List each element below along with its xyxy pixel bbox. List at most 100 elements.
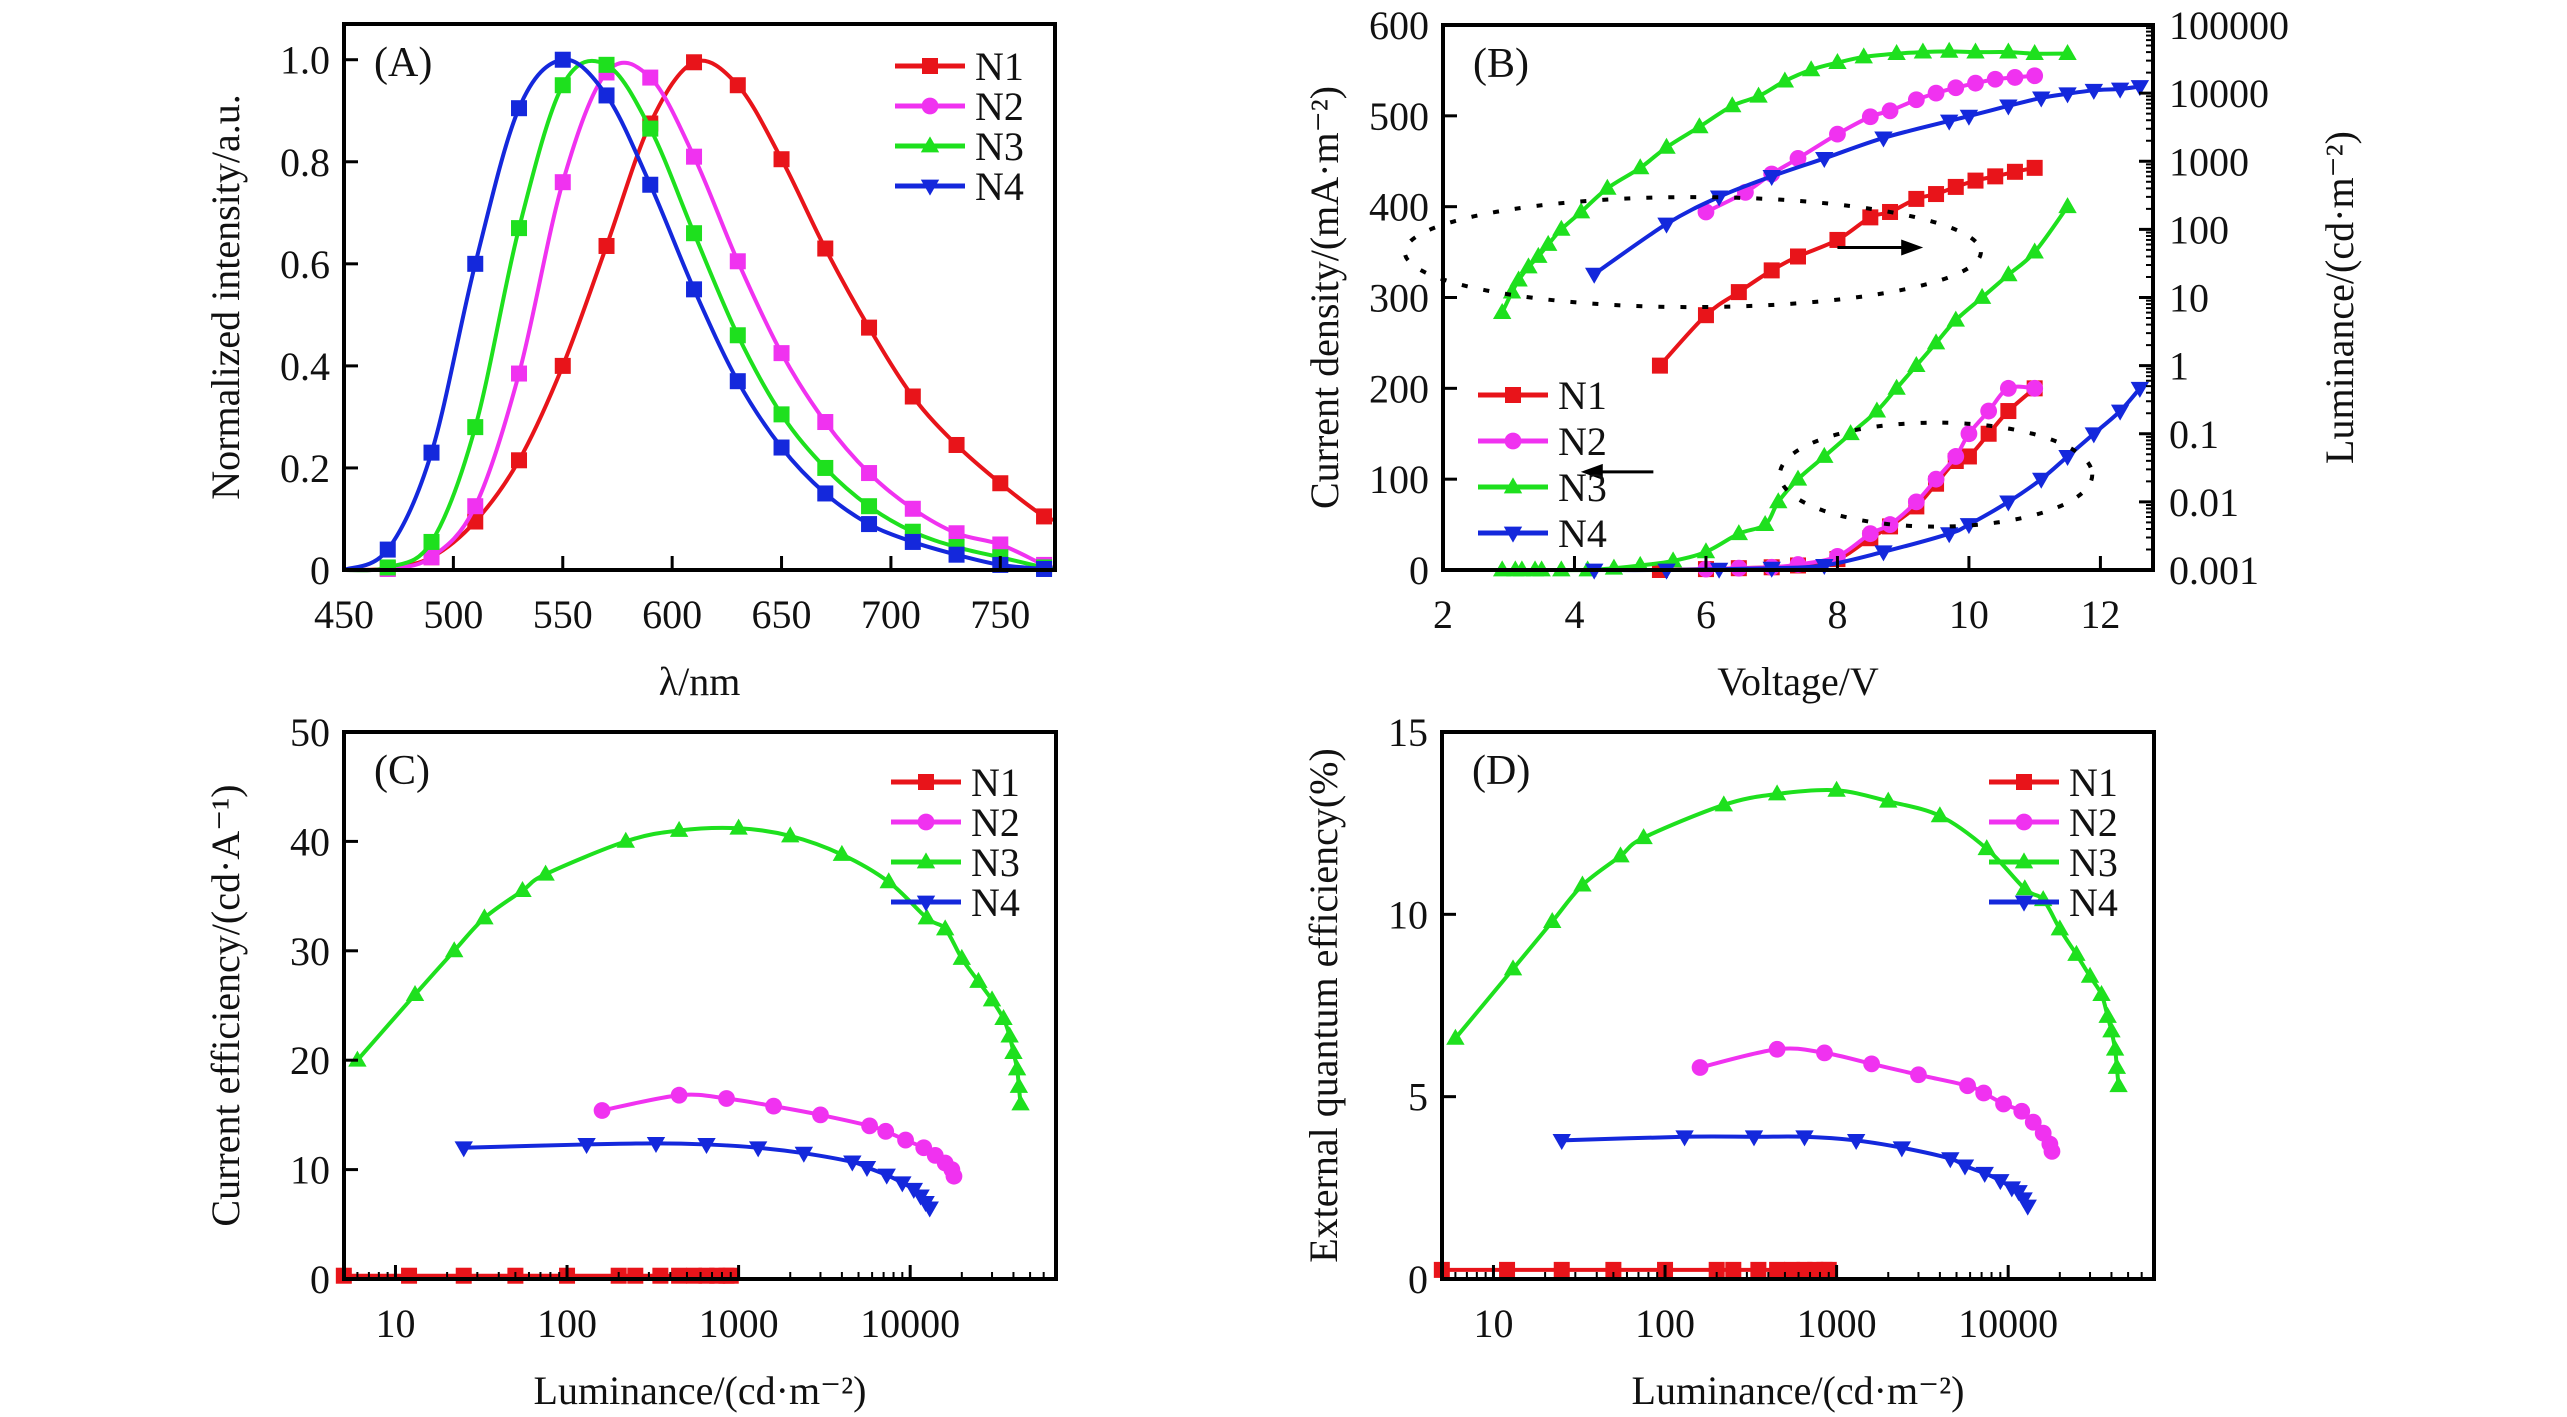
y-axis-title: Normalized intensity/a.u. [203, 94, 248, 499]
marker-triangle-up [1529, 246, 1548, 263]
marker-triangle-down [1874, 545, 1893, 562]
legend-item: N4 [895, 164, 1024, 209]
marker-triangle-up [1007, 1059, 1027, 1076]
marker-triangle-down [2110, 82, 2130, 99]
marker-triangle-up [1690, 117, 1709, 134]
marker-circle [1697, 203, 1715, 221]
legend-label: N3 [975, 124, 1024, 169]
marker-triangle-up [669, 820, 689, 837]
marker-triangle-up [1631, 555, 1650, 572]
marker-square [773, 439, 790, 456]
marker-square [2006, 163, 2023, 180]
marker-triangle-down [2130, 80, 2150, 97]
x-tick-label: 700 [861, 592, 921, 637]
marker-triangle-up [1634, 828, 1653, 845]
marker-square [598, 56, 615, 73]
marker-square [1499, 1261, 1516, 1278]
legend-item: N1 [1989, 760, 2118, 805]
marker-triangle-down [1709, 190, 1729, 207]
x-tick-label: 10 [375, 1301, 415, 1346]
marker-square [817, 459, 834, 476]
marker-triangle-down [1999, 495, 2018, 512]
marker-triangle-up [475, 908, 494, 925]
series-line [1453, 788, 2121, 1086]
marker-triangle-down [2058, 450, 2077, 467]
legend-item: N2 [1478, 419, 1607, 464]
legend-item: N1 [895, 44, 1024, 89]
marker-square [467, 498, 484, 515]
marker-triangle-up [2102, 1021, 2121, 1038]
marker-triangle-up [1723, 96, 1742, 113]
y-right-tick-label: 10 [2169, 276, 2209, 321]
marker-triangle-up [1926, 333, 1946, 350]
marker-square [918, 774, 934, 790]
marker-square [773, 151, 790, 168]
marker-square [948, 436, 965, 453]
marker-triangle-up [348, 1050, 367, 1067]
marker-triangle-down [843, 1155, 862, 1172]
plot-frame [342, 730, 1058, 1281]
marker-circle [2026, 379, 2044, 397]
y-axis-title: External quantum efficiency(%) [1301, 748, 1346, 1263]
y-tick-label: 0 [310, 1257, 330, 1302]
marker-circle [670, 1086, 688, 1104]
marker-square [922, 58, 938, 74]
marker-triangle-up [969, 971, 988, 988]
marker-triangle-up [1913, 42, 1933, 59]
panel-d: 10 100 1000 10000 0 5 10 15 Luminance/(cd·m⁻²) Ex… [1301, 710, 2156, 1413]
y-right-tick-label: 100 [2169, 207, 2229, 252]
legend-label: N1 [1558, 373, 1607, 418]
marker-triangle-up [1492, 303, 1512, 320]
marker-triangle-down [2032, 472, 2051, 489]
legend-item: N3 [895, 124, 1024, 169]
marker-square [729, 253, 746, 270]
x-tick-label: 6 [1696, 592, 1716, 637]
marker-triangle-down [1846, 1134, 1866, 1151]
marker-triangle-up [1828, 53, 1847, 70]
marker-triangle-up [1867, 401, 1887, 418]
marker-triangle-down [1941, 1152, 1960, 1169]
marker-circle [1995, 1095, 2012, 1113]
marker-triangle-down [1959, 518, 1979, 535]
luminance-series-n4 [1585, 80, 2150, 284]
marker-square [686, 225, 703, 242]
legend-label: N4 [1558, 511, 1607, 556]
marker-square [904, 500, 921, 517]
marker-triangle-up [1854, 47, 1873, 64]
current-density-series-n4 [1585, 381, 2150, 580]
marker-triangle-up [2015, 879, 2034, 896]
marker-circle [765, 1097, 783, 1115]
y-tick-label: 15 [1388, 710, 1428, 755]
marker-triangle-down [1959, 109, 1979, 126]
marker-triangle-up [445, 941, 464, 958]
marker-triangle-up [1755, 514, 1775, 531]
legend-label: N2 [1558, 419, 1607, 464]
marker-triangle-up [1509, 270, 1528, 287]
marker-triangle-up [2058, 197, 2077, 214]
marker-triangle-down [2110, 404, 2130, 421]
series-line [1561, 1134, 2030, 1208]
current-density-series-n2 [1697, 379, 2044, 578]
marker-triangle-up [1446, 1028, 1465, 1045]
x-tick-label: 4 [1564, 592, 1584, 637]
marker-square [1505, 387, 1521, 403]
marker-square [861, 319, 878, 336]
legend-label: N4 [971, 880, 1020, 925]
marker-triangle-up [1000, 1026, 1019, 1043]
marker-triangle-up [2092, 984, 2111, 1001]
marker-square [1730, 284, 1747, 301]
marker-triangle-down [1675, 1130, 1694, 1147]
marker-square [1763, 262, 1780, 279]
marker-circle [1829, 125, 1846, 143]
marker-triangle-up [1519, 257, 1538, 274]
y-tick-label: 50 [290, 710, 330, 755]
marker-circle [921, 97, 939, 115]
marker-square [1036, 508, 1053, 525]
plot-frame [342, 22, 1057, 572]
legend-label: N1 [971, 760, 1020, 805]
x-tick-label: 100 [537, 1301, 597, 1346]
legend-item: N3 [891, 840, 1020, 885]
series-line [463, 1141, 932, 1210]
marker-triangle-down [2084, 427, 2104, 444]
